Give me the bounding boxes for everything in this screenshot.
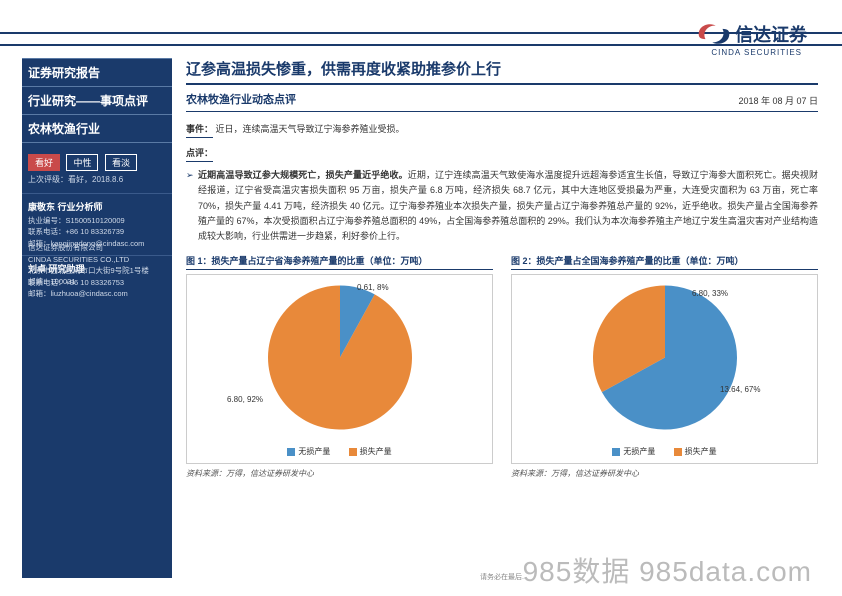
page-footnote: 请务必在最后... [480,572,528,582]
legend-label: 损失产量 [360,447,392,456]
legend-label: 无损产量 [298,447,330,456]
main-content: 辽参高温损失惨重，供需再度收紧助推参价上行 农林牧渔行业动态点评 2018 年 … [186,58,818,479]
comment-label: 点评： [186,146,213,162]
title-row: 辽参高温损失惨重，供需再度收紧助推参价上行 [186,58,818,85]
event-text: 近日，连续高温天气导致辽宁海参养殖业受损。 [216,124,405,134]
chart-1-legend: 无损产量 损失产量 [187,446,492,457]
chart-2-title: 图 2：损失产量占全国海参养殖产量的比重（单位：万吨） [511,254,818,270]
legend-swatch-icon [612,448,620,456]
brand-subtitle: CINDA SECURITIES [711,48,802,57]
legend-item: 损失产量 [674,446,717,457]
page-title: 辽参高温损失惨重，供需再度收紧助推参价上行 [186,58,818,79]
legend-swatch-icon [674,448,682,456]
side-heading-industry: 农林牧渔行业 [22,115,172,143]
chart-2-legend: 无损产量 损失产量 [512,446,817,457]
chart-1-pie [264,282,416,439]
charts-row: 图 1：损失产量占辽宁省海参养殖产量的比重（单位：万吨） 无损产量 损失产量 0… [186,254,818,479]
event-label: 事件： [186,122,213,138]
legend-label: 损失产量 [685,447,717,456]
legend-item: 无损产量 [612,446,655,457]
analyst-phone: 联系电话：+86 10 83326739 [28,226,166,237]
legend-swatch-icon [287,448,295,456]
subtitle: 农林牧渔行业动态点评 [186,91,296,107]
rating-neutral[interactable]: 中性 [66,154,98,171]
report-date: 2018 年 08 月 07 日 [738,94,818,107]
slice-label: 6.80, 92% [227,395,263,404]
side-heading-report-type: 证券研究报告 [22,58,172,87]
legend-item: 损失产量 [349,446,392,457]
chart-2-block: 图 2：损失产量占全国海参养殖产量的比重（单位：万吨） 无损产量 损失产量 13… [511,254,818,479]
company-zip: 邮编：100031 [28,276,166,287]
bullet-bold: 近期高温导致辽参大规模死亡，损失产量近乎绝收。 [198,170,408,180]
legend-label: 无损产量 [623,447,655,456]
chart-1-source: 资料来源：万得，信达证券研发中心 [186,468,493,479]
bullet-body: 近期，辽宁连续高温天气致使海水温度提升远超海参适宜生长值，导致辽宁海参大面积死亡… [198,170,818,241]
legend-swatch-icon [349,448,357,456]
analyst-license: 执业编号：S1500510120009 [28,215,166,226]
chart-2-source: 资料来源：万得，信达证券研发中心 [511,468,818,479]
company-name-cn: 信达证券股份有限公司 [28,242,166,253]
brand-name: 信达证券 [735,21,807,47]
brand-logo: 信达证券 [697,20,807,48]
chart-1-title: 图 1：损失产量占辽宁省海参养殖产量的比重（单位：万吨） [186,254,493,270]
legend-item: 无损产量 [287,446,330,457]
subtitle-row: 农林牧渔行业动态点评 2018 年 08 月 07 日 [186,85,818,112]
bullet-1: 近期高温导致辽参大规模死亡，损失产量近乎绝收。近期，辽宁连续高温天气致使海水温度… [186,168,818,244]
chart-2-box: 无损产量 损失产量 13.64, 67%6.80, 33% [511,274,818,464]
event-row: 事件： 近日，连续高温天气导致辽宁海参养殖业受损。 [186,122,818,138]
sidebar: 证券研究报告 行业研究——事项点评 农林牧渔行业 看好 中性 看淡 上次评级：看… [22,58,172,305]
analyst-name: 康敬东 行业分析师 [28,200,166,213]
company-name-en: CINDA SECURITIES CO.,LTD [28,254,166,265]
side-heading-research: 行业研究——事项点评 [22,87,172,115]
rating-row: 看好 中性 看淡 [22,153,172,171]
company-address: 北京市西城区闹市口大街9号院1号楼 [28,265,166,276]
swirl-icon [697,20,731,48]
chart-1-box: 无损产量 损失产量 0.61, 8%6.80, 92% [186,274,493,464]
rating-positive[interactable]: 看好 [28,154,60,171]
chart-2-pie [589,282,741,439]
rating-negative[interactable]: 看淡 [105,154,137,171]
company-footer: 信达证券股份有限公司 CINDA SECURITIES CO.,LTD 北京市西… [28,242,166,287]
analyst-email: 邮箱：liuzhuoa@cindasc.com [28,288,166,299]
last-rating: 上次评级：看好，2018.8.6 [22,171,172,193]
watermark: 985数据 985data.com [523,550,812,590]
chart-1-block: 图 1：损失产量占辽宁省海参养殖产量的比重（单位：万吨） 无损产量 损失产量 0… [186,254,493,479]
